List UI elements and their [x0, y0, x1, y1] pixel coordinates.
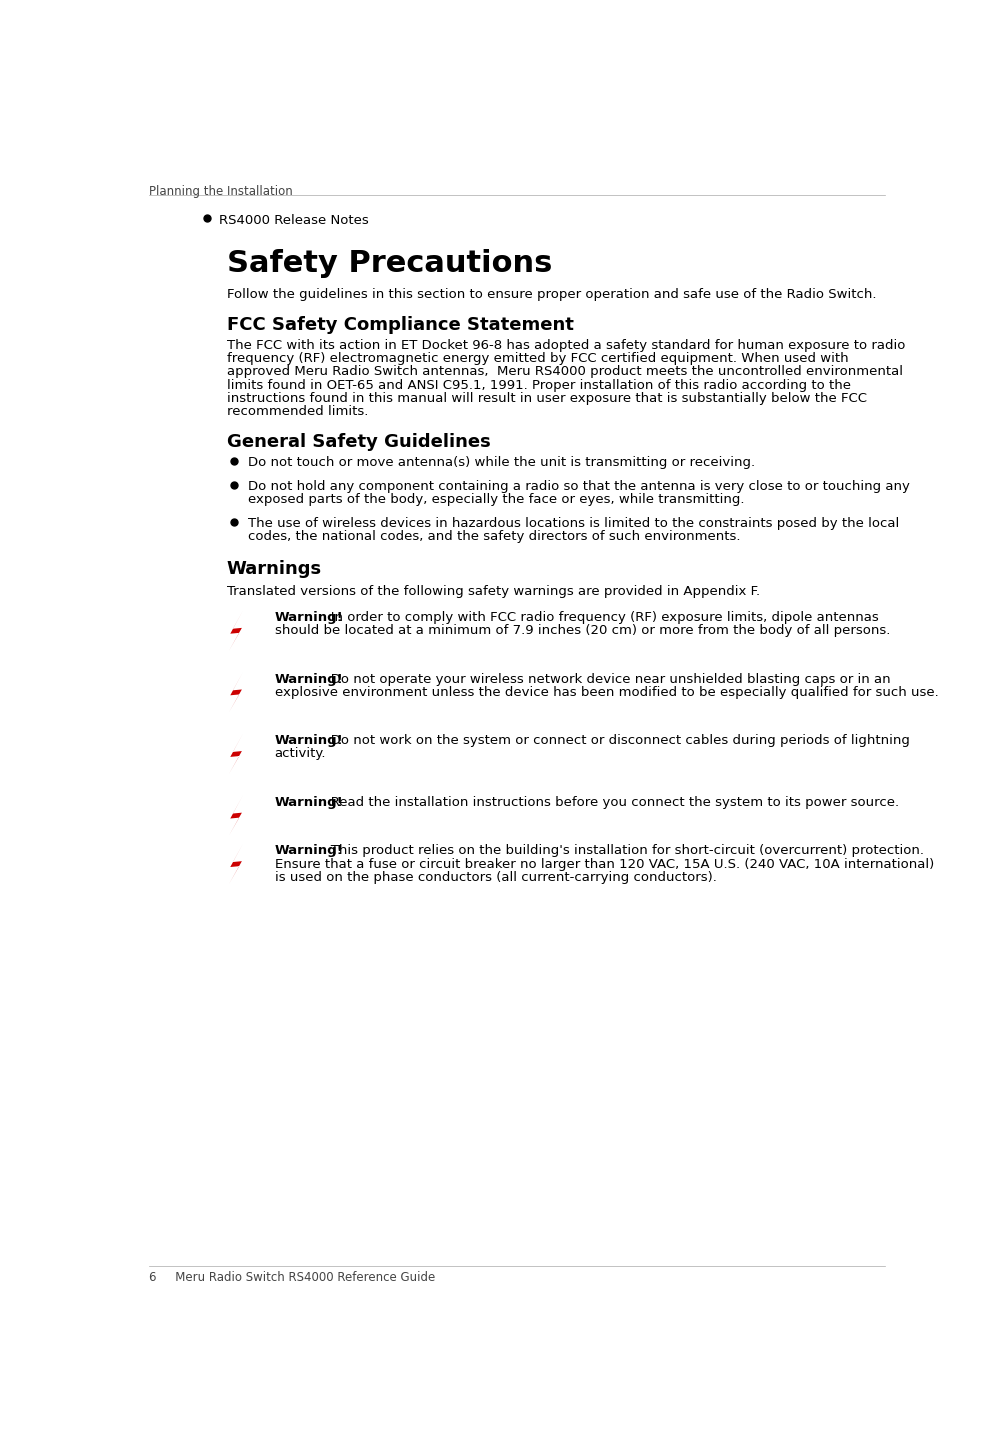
Text: explosive environment unless the device has been modified to be especially quali: explosive environment unless the device … [275, 686, 939, 699]
Text: The use of wireless devices in hazardous locations is limited to the constraints: The use of wireless devices in hazardous… [249, 517, 899, 530]
Text: Safety Precautions: Safety Precautions [227, 249, 552, 278]
Text: Planning the Installation: Planning the Installation [149, 184, 293, 197]
Polygon shape [229, 733, 244, 775]
Text: 6     Meru Radio Switch RS4000 Reference Guide: 6 Meru Radio Switch RS4000 Reference Gui… [149, 1271, 435, 1284]
Text: Warning!: Warning! [275, 844, 343, 857]
Text: limits found in OET-65 and ANSI C95.1, 1991. Proper installation of this radio a: limits found in OET-65 and ANSI C95.1, 1… [227, 378, 851, 391]
Text: Warnings: Warnings [227, 560, 322, 578]
Text: Do not hold any component containing a radio so that the antenna is very close t: Do not hold any component containing a r… [249, 481, 910, 494]
Text: Do not operate your wireless network device near unshielded blasting caps or in : Do not operate your wireless network dev… [318, 673, 891, 686]
Polygon shape [229, 672, 244, 712]
Text: recommended limits.: recommended limits. [227, 405, 368, 418]
Text: activity.: activity. [275, 747, 326, 760]
Text: instructions found in this manual will result in user exposure that is substanti: instructions found in this manual will r… [227, 391, 867, 404]
Text: exposed parts of the body, especially the face or eyes, while transmitting.: exposed parts of the body, especially th… [249, 494, 745, 507]
Text: General Safety Guidelines: General Safety Guidelines [227, 433, 490, 452]
Text: Warning!: Warning! [275, 734, 343, 747]
Text: Ensure that a fuse or circuit breaker no larger than 120 VAC, 15A U.S. (240 VAC,: Ensure that a fuse or circuit breaker no… [275, 857, 933, 870]
Text: Translated versions of the following safety warnings are provided in Appendix F.: Translated versions of the following saf… [227, 585, 759, 598]
Text: codes, the national codes, and the safety directors of such environments.: codes, the national codes, and the safet… [249, 530, 741, 543]
Text: Warning!: Warning! [275, 611, 343, 624]
Text: The FCC with its action in ET Docket 96-8 has adopted a safety standard for huma: The FCC with its action in ET Docket 96-… [227, 339, 905, 352]
Text: is used on the phase conductors (all current-carrying conductors).: is used on the phase conductors (all cur… [275, 870, 717, 883]
Text: Follow the guidelines in this section to ensure proper operation and safe use of: Follow the guidelines in this section to… [227, 288, 876, 301]
Polygon shape [229, 610, 244, 652]
Text: Do not touch or move antenna(s) while the unit is transmitting or receiving.: Do not touch or move antenna(s) while th… [249, 456, 755, 469]
Text: Warning!: Warning! [275, 673, 343, 686]
Text: In order to comply with FCC radio frequency (RF) exposure limits, dipole antenna: In order to comply with FCC radio freque… [318, 611, 879, 624]
Polygon shape [229, 795, 244, 835]
Text: Do not work on the system or connect or disconnect cables during periods of ligh: Do not work on the system or connect or … [318, 734, 910, 747]
Text: approved Meru Radio Switch antennas,  Meru RS4000 product meets the uncontrolled: approved Meru Radio Switch antennas, Mer… [227, 365, 902, 378]
Text: Read the installation instructions before you connect the system to its power so: Read the installation instructions befor… [318, 796, 899, 809]
Text: frequency (RF) electromagnetic energy emitted by FCC certified equipment. When u: frequency (RF) electromagnetic energy em… [227, 352, 848, 365]
Text: This product relies on the building's installation for short-circuit (overcurren: This product relies on the building's in… [318, 844, 924, 857]
Text: RS4000 Release Notes: RS4000 Release Notes [219, 214, 369, 227]
Polygon shape [229, 843, 244, 885]
Text: should be located at a minimum of 7.9 inches (20 cm) or more from the body of al: should be located at a minimum of 7.9 in… [275, 624, 890, 637]
Text: Warning!: Warning! [275, 796, 343, 809]
Text: FCC Safety Compliance Statement: FCC Safety Compliance Statement [227, 316, 574, 334]
